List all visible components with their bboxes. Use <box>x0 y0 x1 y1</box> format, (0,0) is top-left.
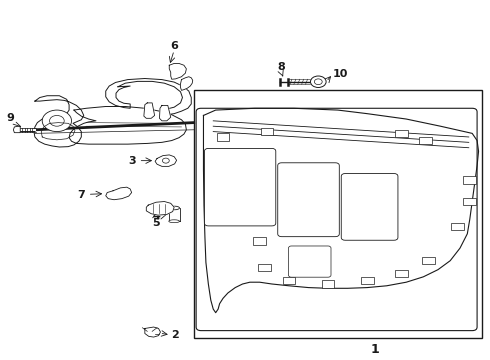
FancyBboxPatch shape <box>341 174 398 240</box>
FancyBboxPatch shape <box>289 246 331 277</box>
Bar <box>451 223 464 230</box>
Bar <box>422 257 435 264</box>
Circle shape <box>49 116 64 126</box>
FancyBboxPatch shape <box>196 108 477 330</box>
Bar <box>464 198 476 205</box>
Polygon shape <box>155 155 176 166</box>
Text: 5: 5 <box>152 218 160 228</box>
Bar <box>283 277 295 284</box>
Circle shape <box>42 110 72 132</box>
Polygon shape <box>13 126 20 133</box>
Bar <box>217 134 229 140</box>
Circle shape <box>311 76 326 87</box>
Bar <box>464 176 476 184</box>
Text: 9: 9 <box>6 113 14 123</box>
Text: 4: 4 <box>152 211 160 221</box>
Polygon shape <box>106 78 191 115</box>
Text: 6: 6 <box>170 41 178 50</box>
Bar <box>395 270 408 277</box>
Text: 10: 10 <box>333 69 348 79</box>
Text: 1: 1 <box>370 343 379 356</box>
Bar <box>361 277 373 284</box>
FancyBboxPatch shape <box>204 148 276 226</box>
Polygon shape <box>34 96 84 147</box>
Text: 8: 8 <box>278 62 286 72</box>
Circle shape <box>315 79 322 85</box>
Circle shape <box>162 158 169 163</box>
Bar <box>395 130 408 137</box>
Text: 2: 2 <box>171 330 178 340</box>
Polygon shape <box>169 63 186 79</box>
Polygon shape <box>106 187 132 200</box>
Polygon shape <box>180 77 193 90</box>
Bar <box>258 264 271 271</box>
Text: 7: 7 <box>77 190 85 200</box>
Polygon shape <box>144 103 155 118</box>
Polygon shape <box>69 107 186 144</box>
Polygon shape <box>159 105 171 121</box>
Bar <box>419 137 432 144</box>
Bar <box>261 128 273 135</box>
Bar <box>194 90 482 338</box>
Polygon shape <box>147 202 174 215</box>
Bar <box>322 280 334 288</box>
Ellipse shape <box>169 220 179 223</box>
Polygon shape <box>145 327 160 337</box>
Ellipse shape <box>169 206 179 210</box>
FancyBboxPatch shape <box>278 163 339 237</box>
Bar <box>253 237 266 244</box>
Text: 3: 3 <box>128 156 135 166</box>
